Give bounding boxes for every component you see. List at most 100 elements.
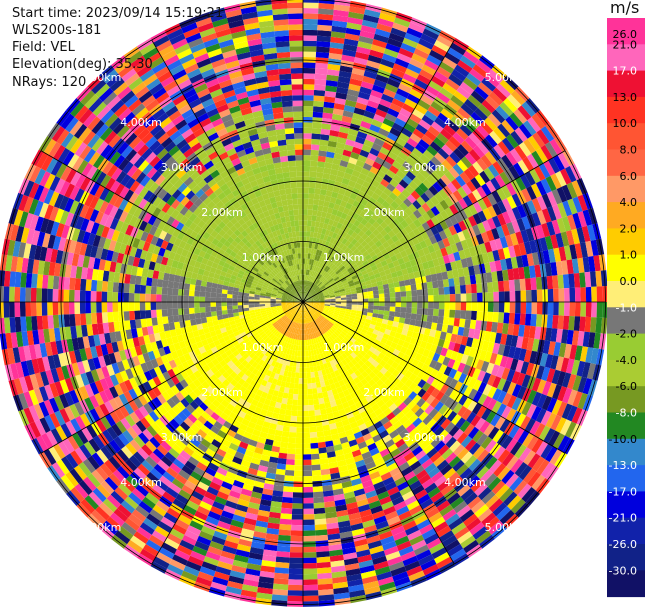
- velocity-cell: [430, 206, 440, 216]
- velocity-cell: [442, 340, 451, 350]
- velocity-cell: [340, 224, 347, 232]
- velocity-cell: [324, 305, 330, 308]
- velocity-cell: [357, 298, 363, 302]
- velocity-cell: [303, 193, 309, 199]
- velocity-cell: [306, 225, 311, 232]
- velocity-cell: [521, 374, 531, 388]
- velocity-cell: [362, 390, 371, 398]
- velocity-cell: [337, 81, 350, 89]
- velocity-cell: [517, 159, 530, 174]
- velocity-cell: [328, 269, 334, 275]
- velocity-cell: [357, 304, 363, 309]
- velocity-cell: [434, 361, 443, 372]
- velocity-cell: [459, 276, 466, 286]
- velocity-cell: [304, 291, 307, 297]
- velocity-cell: [571, 330, 580, 346]
- velocity-cell: [303, 552, 317, 558]
- velocity-cell: [460, 354, 469, 365]
- velocity-cell: [523, 349, 532, 363]
- velocity-cell: [516, 218, 526, 232]
- velocity-cell: [243, 304, 249, 309]
- velocity-cell: [338, 165, 347, 173]
- velocity-cell: [314, 409, 321, 416]
- velocity-cell: [556, 217, 566, 233]
- velocity-cell: [303, 476, 313, 482]
- velocity-cell: [365, 105, 378, 114]
- velocity-cell: [343, 226, 351, 234]
- velocity-cell: [358, 91, 371, 100]
- velocity-cell: [561, 260, 569, 275]
- velocity-cell: [311, 315, 315, 321]
- velocity-cell: [503, 280, 510, 292]
- velocity-cell: [312, 486, 323, 493]
- velocity-cell: [366, 315, 373, 321]
- velocity-cell: [426, 281, 433, 289]
- velocity-cell: [355, 260, 363, 267]
- velocity-cell: [400, 346, 408, 354]
- velocity-cell: [413, 271, 421, 279]
- velocity-cell: [523, 241, 532, 255]
- velocity-cell: [433, 137, 446, 149]
- velocity-cell: [378, 289, 385, 294]
- velocity-cell: [510, 335, 519, 348]
- velocity-cell: [426, 219, 435, 229]
- velocity-cell: [487, 292, 494, 302]
- velocity-cell: [303, 492, 314, 498]
- velocity-cell: [391, 271, 398, 278]
- velocity-cell: [359, 86, 372, 95]
- velocity-cell: [316, 210, 323, 217]
- velocity-cell: [303, 514, 315, 520]
- velocity-cell: [303, 204, 309, 210]
- velocity-cell: [460, 239, 469, 250]
- velocity-cell: [488, 164, 500, 178]
- velocity-cell: [352, 321, 359, 327]
- velocity-cell: [574, 302, 581, 317]
- velocity-cell: [367, 290, 374, 296]
- velocity-cell: [368, 94, 382, 104]
- velocity-cell: [475, 320, 482, 331]
- velocity-cell: [376, 345, 384, 353]
- velocity-cell: [427, 335, 435, 345]
- velocity-cell: [361, 370, 369, 379]
- velocity-cell: [367, 54, 383, 64]
- velocity-cell: [308, 300, 314, 302]
- velocity-cell: [315, 238, 320, 245]
- velocity-cell: [428, 512, 443, 524]
- velocity-cell: [373, 33, 389, 44]
- velocity-cell: [497, 343, 506, 356]
- velocity-cell: [576, 360, 586, 377]
- velocity-cell: [303, 187, 309, 194]
- velocity-cell: [310, 276, 315, 283]
- velocity-cell: [557, 202, 568, 218]
- velocity-cell: [430, 322, 438, 331]
- velocity-cell: [340, 308, 346, 312]
- velocity-cell: [324, 295, 330, 298]
- velocity-cell: [313, 296, 319, 299]
- velocity-cell: [484, 117, 498, 131]
- velocity-cell: [405, 423, 416, 434]
- velocity-cell: [442, 254, 451, 264]
- velocity-cell: [369, 261, 376, 268]
- velocity-cell: [433, 425, 445, 437]
- velocity-cell: [347, 319, 354, 325]
- velocity-cell: [303, 367, 307, 373]
- velocity-cell: [308, 298, 314, 301]
- velocity-cell: [340, 306, 347, 309]
- velocity-cell: [470, 479, 484, 493]
- velocity-cell: [332, 324, 339, 330]
- velocity-cell: [333, 276, 340, 282]
- velocity-cell: [386, 183, 396, 192]
- velocity-cell: [316, 172, 324, 179]
- velocity-cell: [318, 307, 324, 310]
- velocity-cell: [440, 383, 450, 394]
- velocity-cell: [460, 55, 476, 69]
- velocity-cell: [400, 384, 409, 394]
- velocity-cell: [304, 274, 306, 281]
- velocity-cell: [357, 41, 373, 50]
- velocity-cell: [408, 22, 425, 34]
- velocity-cell: [311, 277, 316, 283]
- velocity-cell: [319, 283, 325, 289]
- velocity-cell: [506, 222, 516, 235]
- velocity-cell: [319, 303, 325, 306]
- velocity-cell: [464, 319, 471, 329]
